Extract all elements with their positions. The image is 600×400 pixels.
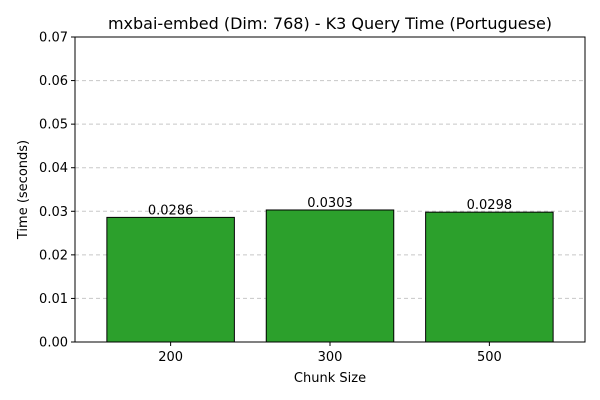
- label-layer: 0.0286 0.0303 0.0298: [148, 196, 512, 218]
- y-tick-label: 0.01: [39, 292, 68, 307]
- bar-value-label: 0.0303: [307, 196, 353, 211]
- bar-layer: [106, 209, 554, 343]
- chart-title: mxbai-embed (Dim: 768) - K3 Query Time (…: [108, 14, 552, 33]
- y-axis-label: Time (seconds): [16, 140, 31, 240]
- x-axis-label: Chunk Size: [294, 371, 366, 386]
- bar-500: [425, 211, 554, 343]
- y-tick-label: 0.07: [39, 31, 68, 46]
- y-tick-label: 0.06: [39, 74, 68, 89]
- x-tick-label: 300: [318, 350, 343, 365]
- bar-200: [106, 216, 235, 343]
- y-tick-label: 0.05: [39, 118, 68, 133]
- bar-300: [265, 209, 395, 343]
- x-tick-label: 500: [477, 350, 502, 365]
- y-tick-label: 0.04: [39, 161, 68, 176]
- y-tick-label: 0.02: [39, 248, 68, 263]
- y-tick-label: 0.00: [39, 336, 68, 351]
- bar-value-label: 0.0298: [467, 198, 513, 213]
- y-tick-label: 0.03: [39, 205, 68, 220]
- x-tick-label: 200: [158, 350, 183, 365]
- bar-value-label: 0.0286: [148, 203, 194, 218]
- tick-layer: 0.00 0.01 0.02 0.03 0.04 0.05 0.06 0.07 200 300 50…: [39, 31, 502, 366]
